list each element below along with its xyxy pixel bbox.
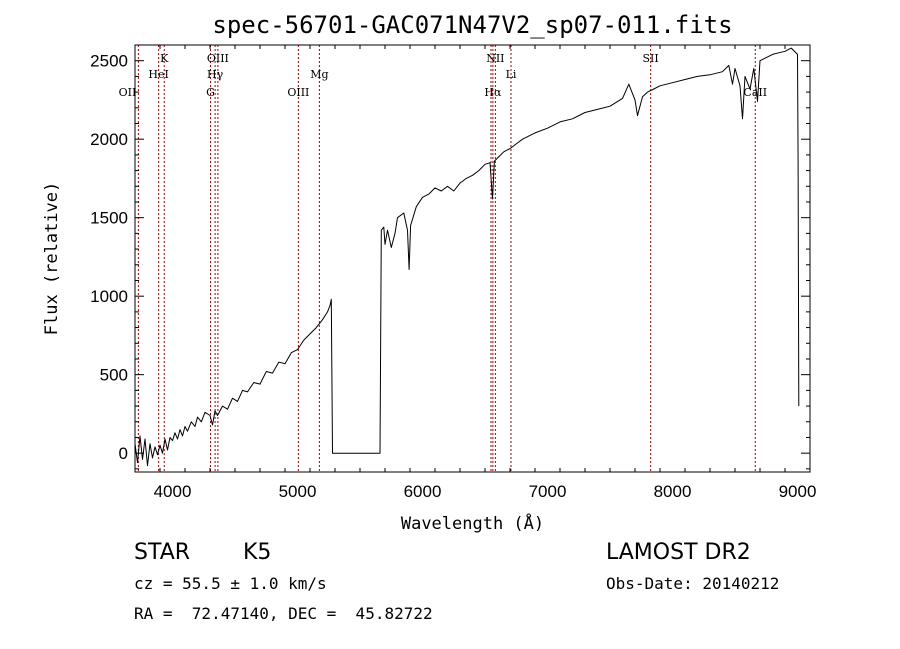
x-tick-label: 5000	[279, 482, 317, 501]
x-tick-label: 9000	[779, 482, 817, 501]
line-label: HeI	[148, 68, 168, 81]
coordinates-readout: RA = 72.47140, DEC = 45.82722	[134, 604, 433, 623]
y-tick-label: 2000	[90, 130, 128, 149]
spectrum-series	[134, 47, 800, 467]
survey-label: LAMOST DR2	[606, 540, 751, 565]
x-tick-label: 4000	[154, 482, 192, 501]
line-label: Hα	[484, 86, 502, 99]
y-tick-label: 500	[100, 366, 128, 385]
line-label: CaII	[743, 86, 767, 99]
line-label: Mg	[310, 68, 328, 81]
line-label: G	[206, 86, 215, 99]
y-axis-label: Flux (relative)	[42, 182, 62, 336]
line-label: SII	[643, 52, 659, 65]
y-tick-label: 2500	[90, 52, 128, 71]
line-label: OII	[119, 86, 137, 99]
y-tick-label: 0	[119, 444, 128, 463]
line-label: Hγ	[207, 68, 224, 81]
line-label: NII	[486, 52, 504, 65]
y-tick-label: 1500	[90, 209, 128, 228]
object-subclass-label: K5	[243, 540, 272, 565]
plot-frame	[134, 44, 811, 473]
line-label: OIII	[287, 86, 309, 99]
x-tick-label: 6000	[404, 482, 442, 501]
obs-date-readout: Obs-Date: 20140212	[606, 574, 780, 593]
chart-title: spec-56701-GAC071N47V2_sp07-011.fits	[212, 11, 732, 39]
line-label: OIII	[207, 52, 229, 65]
x-tick-label: 8000	[654, 482, 692, 501]
x-axis-label: Wavelength (Å)	[401, 512, 544, 534]
x-tick-label: 7000	[529, 482, 567, 501]
velocity-readout: cz = 55.5 ± 1.0 km/s	[134, 574, 327, 593]
object-class-label: STAR	[134, 540, 191, 565]
line-label: K	[160, 52, 169, 65]
y-tick-label: 1000	[90, 287, 128, 306]
line-label: Li	[506, 68, 517, 81]
